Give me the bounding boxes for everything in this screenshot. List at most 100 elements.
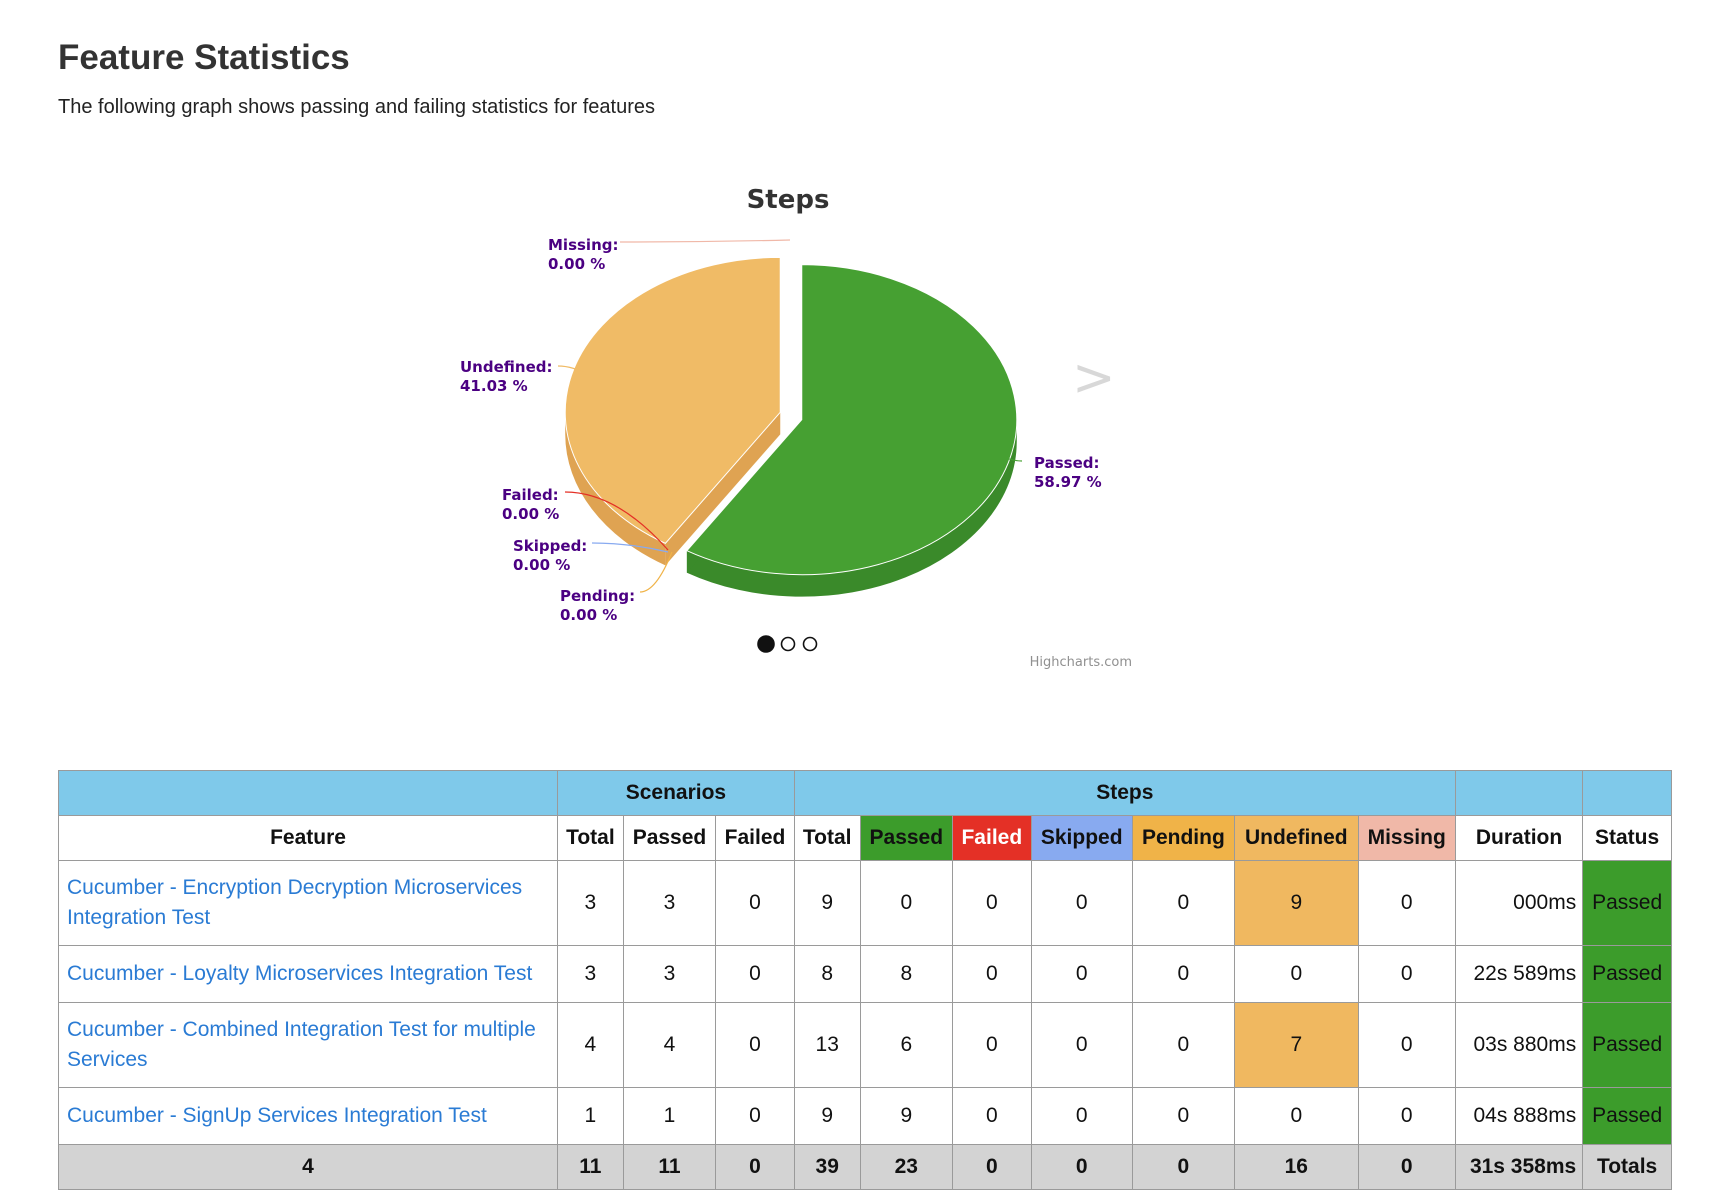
col-steps-missing[interactable]: Missing bbox=[1357, 815, 1456, 861]
totals-steps-passed: 23 bbox=[859, 1144, 954, 1190]
totals-steps-skipped: 0 bbox=[1030, 1144, 1133, 1190]
steps-missing-cell: 0 bbox=[1357, 1087, 1456, 1145]
group-header-scenarios: Scenarios bbox=[557, 770, 795, 816]
steps-skipped-cell: 0 bbox=[1030, 860, 1133, 946]
steps-passed-cell: 6 bbox=[859, 1002, 954, 1088]
highcharts-credits[interactable]: Highcharts.com bbox=[1030, 655, 1132, 670]
group-header-steps: Steps bbox=[793, 770, 1456, 816]
steps-undefined-cell: 0 bbox=[1234, 945, 1359, 1003]
steps-pending-cell: 0 bbox=[1131, 945, 1236, 1003]
feature-link[interactable]: Cucumber - Combined Integration Test for… bbox=[67, 1018, 536, 1071]
totals-status: Totals bbox=[1582, 1144, 1672, 1190]
pie-label-layer: Passed:58.97 %Failed:0.00 %Skipped:0.00 … bbox=[460, 236, 1102, 624]
totals-steps-failed: 0 bbox=[952, 1144, 1032, 1190]
pie-value-skipped: 0.00 % bbox=[513, 556, 570, 574]
next-chart-arrow[interactable]: > bbox=[1072, 348, 1116, 408]
pie-value-failed: 0.00 % bbox=[502, 505, 559, 523]
steps-missing-cell: 0 bbox=[1357, 945, 1456, 1003]
group-header-status-blank bbox=[1582, 770, 1672, 816]
steps-skipped-cell: 0 bbox=[1030, 1002, 1133, 1088]
pie-label-missing: Missing: bbox=[548, 236, 618, 254]
col-steps-passed[interactable]: Passed bbox=[859, 815, 954, 861]
pie-slice-passed[interactable] bbox=[686, 264, 1018, 576]
feature-cell: Cucumber - Loyalty Microservices Integra… bbox=[58, 945, 558, 1003]
steps-total-cell: 9 bbox=[793, 1087, 861, 1145]
steps-passed-cell: 0 bbox=[859, 860, 954, 946]
col-scenarios-total[interactable]: Total bbox=[557, 815, 624, 861]
steps-undefined-cell: 7 bbox=[1234, 1002, 1359, 1088]
col-steps-skipped[interactable]: Skipped bbox=[1030, 815, 1133, 861]
totals-steps-undefined: 16 bbox=[1234, 1144, 1359, 1190]
pie-label-failed: Failed: bbox=[502, 486, 559, 504]
page-right-edge bbox=[1672, 760, 1714, 1180]
feature-link[interactable]: Cucumber - SignUp Services Integration T… bbox=[67, 1104, 487, 1127]
carousel-dot-1[interactable] bbox=[757, 635, 775, 653]
col-steps-undefined[interactable]: Undefined bbox=[1234, 815, 1359, 861]
pie-connector-skipped bbox=[591, 542, 669, 553]
carousel-dots[interactable] bbox=[757, 635, 818, 653]
duration-cell: 000ms bbox=[1454, 860, 1584, 946]
scenarios-total-cell: 3 bbox=[557, 860, 624, 946]
col-feature[interactable]: Feature bbox=[58, 815, 558, 861]
col-steps-failed[interactable]: Failed bbox=[952, 815, 1032, 861]
totals-row: 4 11 11 0 39 23 0 0 0 16 0 31s 358ms Tot… bbox=[58, 1144, 1672, 1190]
steps-failed-cell: 0 bbox=[952, 860, 1032, 946]
totals-steps-total: 39 bbox=[793, 1144, 861, 1190]
steps-pending-cell: 0 bbox=[1131, 1002, 1236, 1088]
totals-steps-pending: 0 bbox=[1131, 1144, 1236, 1190]
pie-side-undefined bbox=[565, 412, 666, 566]
feature-statistics-table: Scenarios Steps Feature Total Passed Fai… bbox=[58, 770, 1672, 1190]
pie-connector-missing bbox=[619, 239, 791, 243]
scenarios-failed-cell: 0 bbox=[715, 1087, 795, 1145]
chart-title: Steps bbox=[747, 185, 830, 215]
scenarios-passed-cell: 1 bbox=[622, 1087, 717, 1145]
steps-total-cell: 13 bbox=[793, 1002, 861, 1088]
table-row: Cucumber - SignUp Services Integration T… bbox=[58, 1087, 1672, 1145]
carousel-dot-2[interactable] bbox=[780, 636, 796, 652]
duration-cell: 04s 888ms bbox=[1454, 1087, 1584, 1145]
feature-cell: Cucumber - Combined Integration Test for… bbox=[58, 1002, 558, 1088]
group-header-blank bbox=[58, 770, 558, 816]
feature-link[interactable]: Cucumber - Loyalty Microservices Integra… bbox=[67, 962, 533, 985]
table-row: Cucumber - Loyalty Microservices Integra… bbox=[58, 945, 1672, 1003]
totals-duration: 31s 358ms bbox=[1454, 1144, 1584, 1190]
group-header-row: Scenarios Steps bbox=[58, 770, 1672, 816]
page-title: Feature Statistics bbox=[58, 38, 350, 77]
pie-side-passed bbox=[686, 419, 1017, 597]
pie-value-passed: 58.97 % bbox=[1034, 473, 1102, 491]
pie-value-pending: 0.00 % bbox=[560, 606, 617, 624]
steps-passed-cell: 8 bbox=[859, 945, 954, 1003]
table-row: Cucumber - Encryption Decryption Microse… bbox=[58, 860, 1672, 946]
steps-undefined-cell: 0 bbox=[1234, 1087, 1359, 1145]
col-status[interactable]: Status bbox=[1582, 815, 1672, 861]
table-row: Cucumber - Combined Integration Test for… bbox=[58, 1002, 1672, 1088]
pie-label-skipped: Skipped: bbox=[513, 537, 587, 555]
status-cell: Passed bbox=[1582, 1087, 1672, 1145]
steps-failed-cell: 0 bbox=[952, 945, 1032, 1003]
carousel-dot-3[interactable] bbox=[802, 636, 818, 652]
col-steps-total[interactable]: Total bbox=[793, 815, 861, 861]
steps-failed-cell: 0 bbox=[952, 1087, 1032, 1145]
scenarios-total-cell: 4 bbox=[557, 1002, 624, 1088]
steps-missing-cell: 0 bbox=[1357, 860, 1456, 946]
scenarios-passed-cell: 3 bbox=[622, 945, 717, 1003]
group-header-duration-blank bbox=[1454, 770, 1584, 816]
col-steps-pending[interactable]: Pending bbox=[1131, 815, 1236, 861]
pie-label-passed: Passed: bbox=[1034, 454, 1099, 472]
pie-layer bbox=[564, 256, 1018, 597]
scenarios-total-cell: 3 bbox=[557, 945, 624, 1003]
steps-passed-cell: 9 bbox=[859, 1087, 954, 1145]
totals-feature-count: 4 bbox=[58, 1144, 558, 1190]
pie-wall-undefined-0 bbox=[665, 412, 781, 566]
steps-pending-cell: 0 bbox=[1131, 860, 1236, 946]
col-scenarios-passed[interactable]: Passed bbox=[622, 815, 717, 861]
steps-failed-cell: 0 bbox=[952, 1002, 1032, 1088]
steps-pie-svg: Steps Passed:58.97 %Failed:0.00 %Skipped… bbox=[460, 185, 1132, 670]
status-cell: Passed bbox=[1582, 860, 1672, 946]
pie-connector-failed bbox=[564, 491, 669, 551]
pie-slice-undefined[interactable] bbox=[564, 256, 781, 544]
feature-link[interactable]: Cucumber - Encryption Decryption Microse… bbox=[67, 876, 523, 929]
col-scenarios-failed[interactable]: Failed bbox=[715, 815, 795, 861]
scenarios-total-cell: 1 bbox=[557, 1087, 624, 1145]
col-duration[interactable]: Duration bbox=[1454, 815, 1584, 861]
